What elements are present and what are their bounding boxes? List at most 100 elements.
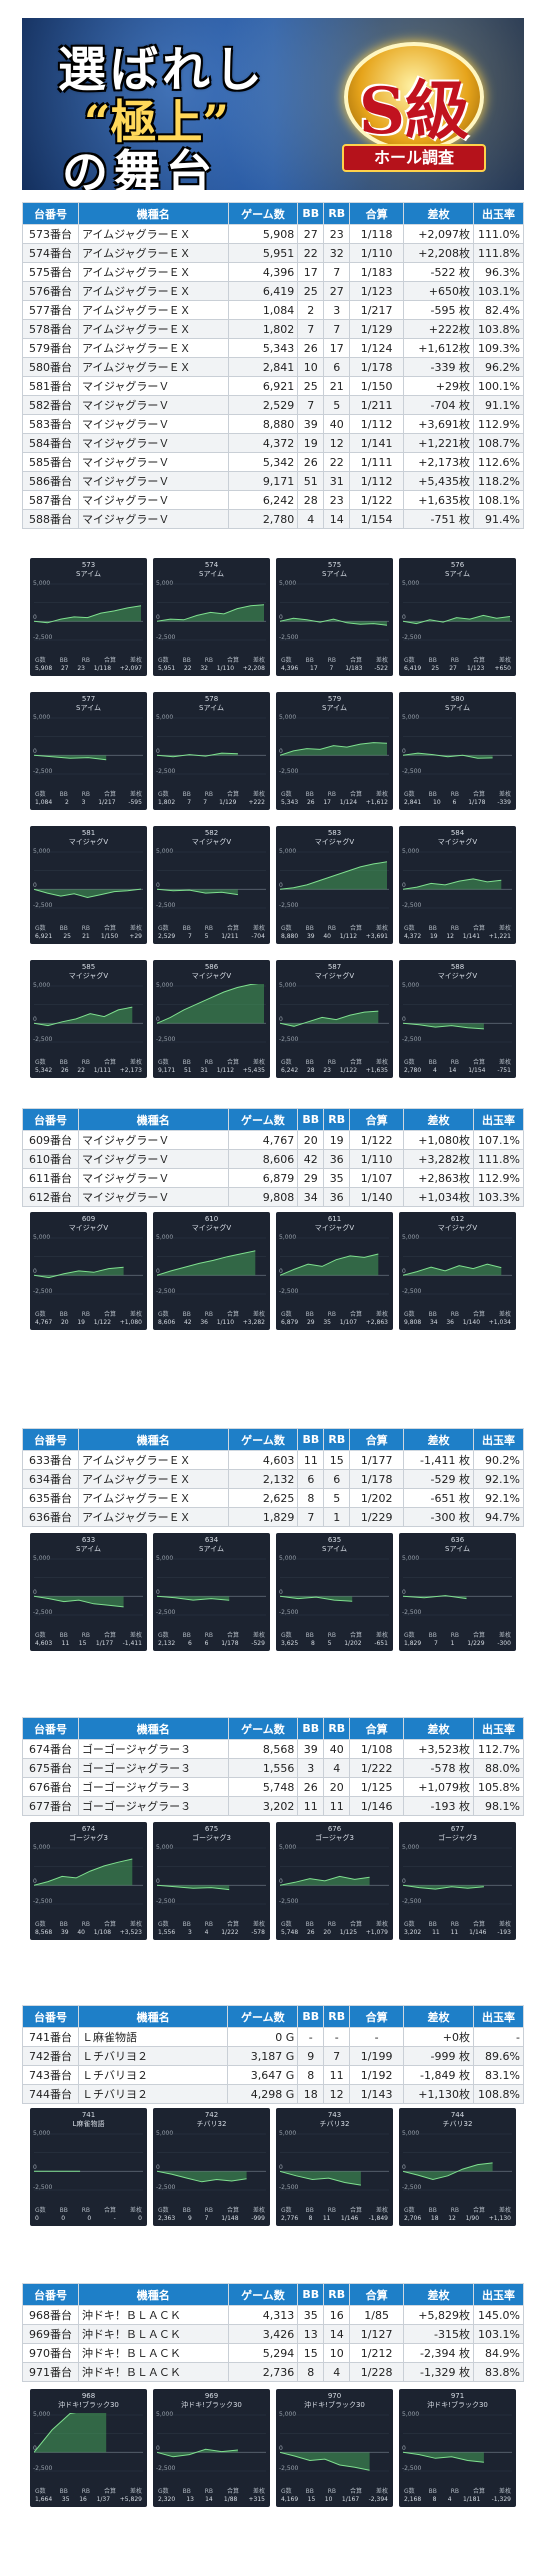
column-header: 機種名 bbox=[77, 1428, 229, 1451]
graph-title: 583 マイジャグV bbox=[276, 829, 393, 847]
y-axis-zero-label: 0 bbox=[33, 882, 37, 889]
graph-footer-labels: G数 BB RB 合算 差枚 bbox=[33, 2207, 144, 2215]
y-axis-zero-label: 0 bbox=[33, 1878, 37, 1885]
graph-footer-label: G数 bbox=[281, 1632, 292, 1639]
slump-graph-panel[interactable]: 742 チバリ32 5,000 0 -2,500 G数 BB RB 合算 差枚 2,363 9 7 1/1… bbox=[153, 2108, 270, 2226]
graph-machine-number: 573 bbox=[81, 561, 96, 569]
slump-graph-panel[interactable]: 574 Sアイム 5,000 0 -2,500 G数 BB RB 合算 差枚 5,951 22 32 1/… bbox=[153, 558, 270, 676]
column-header: 合算 bbox=[349, 2283, 405, 2306]
table-row: 581番台 マイジャグラーＶ 6,921 25 21 1/150 +29枚 100.1% bbox=[22, 376, 525, 396]
graph-title: 635 Sアイム bbox=[276, 1536, 393, 1554]
slump-graph-plot bbox=[157, 1847, 266, 1905]
slump-line bbox=[280, 1595, 353, 1602]
y-axis-bottom-label: -2,500 bbox=[156, 902, 176, 909]
graph-footer-label: BB bbox=[182, 1059, 191, 1066]
graph-machine-number: 610 bbox=[204, 1215, 219, 1223]
slump-graph-panel[interactable]: 610 マイジャグV 5,000 0 -2,500 G数 BB RB 合算 差枚 8,606 42 36… bbox=[153, 1212, 270, 1330]
table-cell: 612番台 bbox=[22, 1187, 79, 1207]
slump-graph-panel[interactable]: 583 マイジャグV 5,000 0 -2,500 G数 BB RB 合算 差枚 8,880 39 40… bbox=[276, 826, 393, 944]
slump-graph-panel[interactable]: 674 ゴージャグ3 5,000 0 -2,500 G数 BB RB 合算 差枚 8,568 39 40… bbox=[30, 1822, 147, 1940]
slump-graph-panel[interactable]: 969 沖ドキ!ブラック30 5,000 0 -2,500 G数 BB RB 合算 差枚 2,320… bbox=[153, 2389, 270, 2507]
table-cell: 25 bbox=[297, 281, 325, 301]
table-cell: 36 bbox=[323, 1149, 351, 1169]
slump-graph-panel[interactable]: 971 沖ドキ!ブラック30 5,000 0 -2,500 G数 BB RB 合算 差枚 2,168… bbox=[399, 2389, 516, 2507]
graph-footer-value: 5,748 bbox=[281, 1929, 299, 1936]
graph-footer-values: 5,748 26 20 1/125 +1,079 bbox=[279, 1929, 390, 1937]
table-cell: 83.1% bbox=[472, 2065, 525, 2085]
slump-graph-panel[interactable]: 573 Sアイム 5,000 0 -2,500 G数 BB RB 合算 差枚 5,908 27 23 1/… bbox=[30, 558, 147, 676]
table-cell: 744番台 bbox=[22, 2084, 79, 2104]
graph-footer: G数 BB RB 合算 差枚 6,242 28 23 1/122 +1,635 bbox=[279, 1059, 390, 1075]
slump-graph-panel[interactable]: 743 チバリ32 5,000 0 -2,500 G数 BB RB 合算 差枚 2,776 8 11 1/… bbox=[276, 2108, 393, 2226]
slump-graph-panel[interactable]: 676 ゴージャグ3 5,000 0 -2,500 G数 BB RB 合算 差枚 5,748 26 20… bbox=[276, 1822, 393, 1940]
y-axis-bottom-label: -2,500 bbox=[33, 1036, 53, 1043]
graph-footer-label: 合算 bbox=[227, 2207, 240, 2214]
slump-graph-panel[interactable]: 677 ゴージャグ3 5,000 0 -2,500 G数 BB RB 合算 差枚 3,202 11 11… bbox=[399, 1822, 516, 1940]
slump-graph-panel[interactable]: 741 L麻雀物語 5,000 0 -2,500 G数 BB RB 合算 差枚 0 0 0-0 bbox=[30, 2108, 147, 2226]
graph-footer: G数 BB RB 合算 差枚 9,808 34 36 1/140 +1,034 bbox=[402, 1311, 513, 1327]
graph-footer-label: 差枚 bbox=[252, 1311, 265, 1318]
table-cell: 1/202 bbox=[349, 1488, 405, 1508]
table-row: 574番台 アイムジャグラーＥＸ 5,951 22 32 1/110 +2,208枚 111.… bbox=[22, 243, 525, 263]
graph-footer-value: -1,329 bbox=[491, 2496, 511, 2503]
graph-footer-label: RB bbox=[81, 1632, 91, 1639]
graph-footer-values: 5,342 26 22 1/111 +2,173 bbox=[33, 1067, 144, 1075]
slump-graph-panel[interactable]: 970 沖ドキ!ブラック30 5,000 0 -2,500 G数 BB RB 合算 差枚 4,169… bbox=[276, 2389, 393, 2507]
column-header: 台番号 bbox=[22, 2283, 79, 2306]
graph-machine-number: 586 bbox=[204, 963, 219, 971]
slump-graph-panel[interactable]: 611 マイジャグV 5,000 0 -2,500 G数 BB RB 合算 差枚 6,879 29 35… bbox=[276, 1212, 393, 1330]
graph-footer-value: 6,879 bbox=[281, 1319, 299, 1326]
slump-graph-panel[interactable]: 633 Sアイム 5,000 0 -2,500 G数 BB RB 合算 差枚 4,603 11 15 1/… bbox=[30, 1533, 147, 1651]
graph-footer-value: 7 bbox=[204, 2215, 209, 2222]
graph-footer: G数 BB RB 合算 差枚 5,748 26 20 1/125 +1,079 bbox=[279, 1921, 390, 1937]
slump-graph-panel[interactable]: 582 マイジャグV 5,000 0 -2,500 G数 BB RB 合算 差枚 2,529 7 5 1/… bbox=[153, 826, 270, 944]
y-axis-zero-label: 0 bbox=[402, 882, 406, 889]
table-cell: 5,748 bbox=[227, 1777, 299, 1797]
slump-graph-panel[interactable]: 588 マイジャグV 5,000 0 -2,500 G数 BB RB 合算 差枚 2,780 4 14 1… bbox=[399, 960, 516, 1078]
slump-graph-panel[interactable]: 635 Sアイム 5,000 0 -2,500 G数 BB RB 合算 差枚 3,625 8 5 1/20… bbox=[276, 1533, 393, 1651]
slump-graph-panel[interactable]: 584 マイジャグV 5,000 0 -2,500 G数 BB RB 合算 差枚 4,372 19 12… bbox=[399, 826, 516, 944]
graph-model-name: Sアイム bbox=[76, 1545, 101, 1553]
graph-model-name: Sアイム bbox=[76, 570, 101, 578]
table-cell: 112.9% bbox=[472, 414, 525, 434]
slump-area bbox=[403, 1595, 467, 1599]
slump-graph-panel[interactable]: 586 マイジャグV 5,000 0 -2,500 G数 BB RB 合算 差枚 9,171 51 31… bbox=[153, 960, 270, 1078]
table-cell: 1/110 bbox=[349, 1149, 405, 1169]
slump-graph-panel[interactable]: 581 マイジャグV 5,000 0 -2,500 G数 BB RB 合算 差枚 6,921 25 21… bbox=[30, 826, 147, 944]
table-cell: 40 bbox=[323, 1739, 351, 1759]
slump-graph-panel[interactable]: 609 マイジャグV 5,000 0 -2,500 G数 BB RB 合算 差枚 4,767 20 19… bbox=[30, 1212, 147, 1330]
slump-graph-panel[interactable]: 675 ゴージャグ3 5,000 0 -2,500 G数 BB RB 合算 差枚 1,556 3 4 1/… bbox=[153, 1822, 270, 1940]
slump-graph-panel[interactable]: 578 Sアイム 5,000 0 -2,500 G数 BB RB 合算 差枚 1,802 7 7 1/12… bbox=[153, 692, 270, 810]
slump-graph-plot bbox=[280, 985, 389, 1043]
slump-graph-panel[interactable]: 579 Sアイム 5,000 0 -2,500 G数 BB RB 合算 差枚 5,343 26 17 1/… bbox=[276, 692, 393, 810]
slump-graph-panel[interactable]: 744 チバリ32 5,000 0 -2,500 G数 BB RB 合算 差枚 2,706 18 12 1… bbox=[399, 2108, 516, 2226]
slump-graph-panel[interactable]: 634 Sアイム 5,000 0 -2,500 G数 BB RB 合算 差枚 2,132 6 6 1/17… bbox=[153, 1533, 270, 1651]
slump-graph-panel[interactable]: 580 Sアイム 5,000 0 -2,500 G数 BB RB 合算 差枚 2,841 10 6 1/1… bbox=[399, 692, 516, 810]
graph-footer-label: RB bbox=[204, 1059, 214, 1066]
table-cell: +0枚 bbox=[403, 2027, 474, 2047]
slump-graph-panel[interactable]: 585 マイジャグV 5,000 0 -2,500 G数 BB RB 合算 差枚 5,342 26 22… bbox=[30, 960, 147, 1078]
column-header: BB bbox=[297, 202, 325, 225]
slump-graph-panel[interactable]: 576 Sアイム 5,000 0 -2,500 G数 BB RB 合算 差枚 6,419 25 27 1/… bbox=[399, 558, 516, 676]
graph-footer-label: G数 bbox=[35, 657, 46, 664]
table-cell: マイジャグラーＶ bbox=[77, 452, 229, 472]
y-axis-bottom-label: -2,500 bbox=[156, 634, 176, 641]
graph-footer-value: 11 bbox=[450, 1929, 459, 1936]
y-axis-bottom-label: -2,500 bbox=[402, 1288, 422, 1295]
table-cell: 3,187 G bbox=[227, 2046, 299, 2066]
y-axis-bottom-label: -2,500 bbox=[279, 1898, 299, 1905]
slump-graph-panel[interactable]: 968 沖ドキ!ブラック30 5,000 0 -2,500 G数 BB RB 合算 差枚 1,664… bbox=[30, 2389, 147, 2507]
table-row: 575番台 アイムジャグラーＥＸ 4,396 17 7 1/183 -522 枚 96.3% bbox=[22, 262, 525, 282]
slump-graph-panel[interactable]: 612 マイジャグV 5,000 0 -2,500 G数 BB RB 合算 差枚 9,808 34 36… bbox=[399, 1212, 516, 1330]
slump-graph-panel[interactable]: 636 Sアイム 5,000 0 -2,500 G数 BB RB 合算 差枚 1,829 7 1 1/22… bbox=[399, 1533, 516, 1651]
graph-footer-values: 2,706 18 12 1/90 +1,130 bbox=[402, 2215, 513, 2223]
slump-graph-panel[interactable]: 577 Sアイム 5,000 0 -2,500 G数 BB RB 合算 差枚 1,084 2 3 1/21… bbox=[30, 692, 147, 810]
column-header: RB bbox=[323, 2283, 351, 2306]
slump-area bbox=[157, 984, 264, 1024]
table-cell: 3 bbox=[323, 300, 351, 320]
slump-graph-panel[interactable]: 575 Sアイム 5,000 0 -2,500 G数 BB RB 合算 差枚 4,396 17 7 1/1… bbox=[276, 558, 393, 676]
graph-footer-value: 11 bbox=[322, 2215, 331, 2222]
graph-footer-value: 1/112 bbox=[339, 933, 358, 940]
y-axis-zero-label: 0 bbox=[402, 614, 406, 621]
slump-graph-panel[interactable]: 587 マイジャグV 5,000 0 -2,500 G数 BB RB 合算 差枚 6,242 28 23… bbox=[276, 960, 393, 1078]
